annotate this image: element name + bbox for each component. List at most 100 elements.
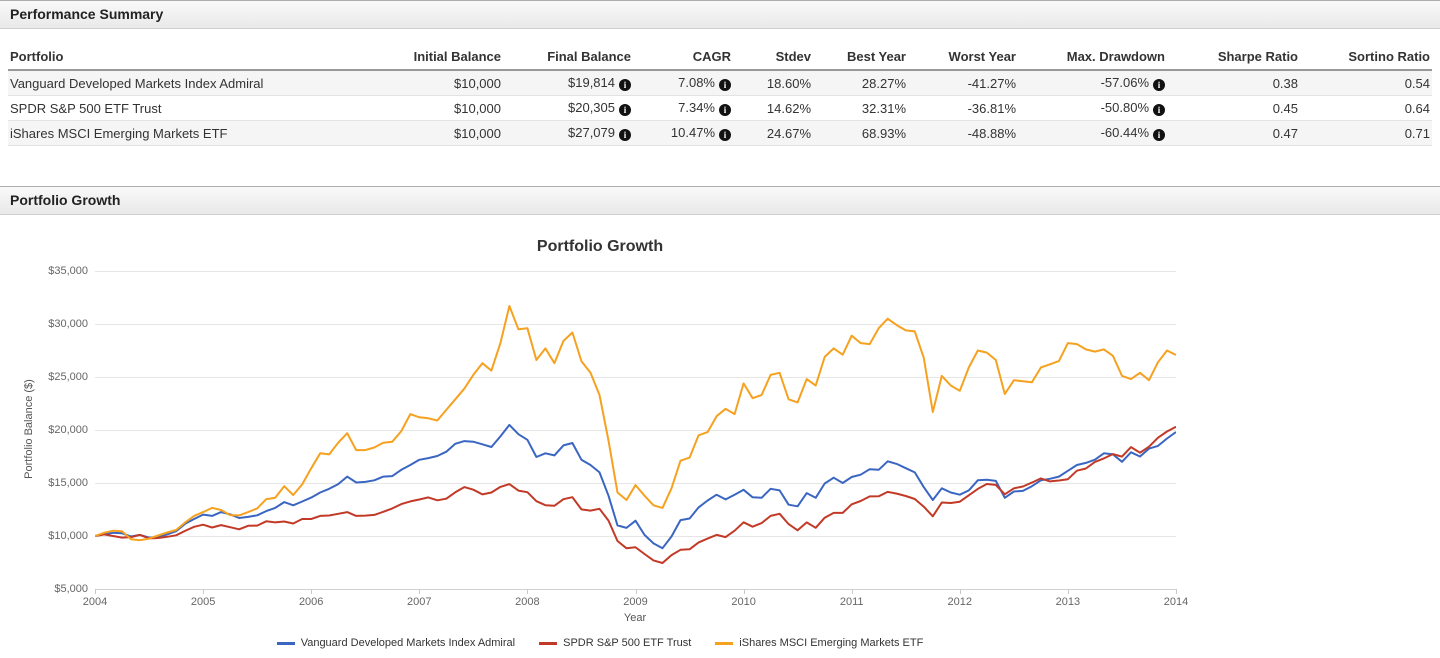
cagr-cell: 10.47% i — [633, 120, 733, 146]
x-tick-mark — [1176, 589, 1177, 594]
x-axis-title: Year — [623, 612, 647, 624]
gridline — [95, 430, 1176, 431]
worst-year-cell: -41.27% — [908, 70, 1018, 96]
y-tick-label: $25,000 — [48, 371, 88, 383]
portfolio-growth-chart: Portfolio Growth Portfolio Balance ($) $… — [0, 225, 1440, 658]
x-tick-mark — [203, 589, 205, 594]
legend-swatch — [539, 641, 558, 645]
info-icon[interactable]: i — [619, 129, 631, 141]
worst-year-cell: -36.81% — [908, 95, 1018, 121]
stdev-cell: 18.60% — [733, 70, 813, 96]
col-header-stdev: Stdev — [733, 44, 813, 71]
best-year-cell: 32.31% — [813, 95, 908, 121]
col-header-sortino-ratio: Sortino Ratio — [1300, 44, 1432, 71]
final-balance-cell: $27,079 i — [503, 120, 633, 146]
x-tick-mark — [95, 589, 96, 594]
y-tick-label: $30,000 — [48, 318, 88, 330]
legend-item[interactable]: Vanguard Developed Markets Index Admiral — [276, 637, 516, 649]
chart-legend: Vanguard Developed Markets Index Admiral… — [20, 637, 1180, 649]
y-tick-label: $15,000 — [48, 477, 88, 489]
info-icon[interactable]: i — [1153, 104, 1165, 116]
x-tick-mark — [635, 589, 637, 594]
max-drawdown-cell: -50.80% i — [1018, 95, 1167, 121]
col-header-sharpe-ratio: Sharpe Ratio — [1167, 44, 1300, 71]
gridline — [95, 377, 1176, 378]
sharpe-ratio-cell: 0.47 — [1167, 120, 1300, 146]
x-tick-label: 2007 — [407, 596, 432, 608]
series-line-vanguard-developed-markets-index-admiral[interactable] — [95, 423, 1176, 550]
portfolio-name-cell: iShares MSCI Emerging Markets ETF — [8, 120, 378, 146]
final-balance-cell: $19,814 i — [503, 70, 633, 96]
portfolio-growth-header: Portfolio Growth — [0, 186, 1440, 215]
legend-label: SPDR S&P 500 ETF Trust — [563, 637, 692, 649]
info-icon[interactable]: i — [719, 129, 731, 141]
table-row: SPDR S&P 500 ETF Trust $10,000 $20,305 i … — [8, 95, 1432, 121]
sortino-ratio-cell: 0.64 — [1300, 95, 1432, 121]
worst-year-cell: -48.88% — [908, 120, 1018, 146]
col-header-portfolio: Portfolio — [8, 44, 378, 71]
x-tick-label: 2004 — [82, 596, 108, 608]
legend-swatch — [276, 641, 295, 645]
performance-summary-header: Performance Summary — [0, 0, 1440, 29]
col-header-max-drawdown: Max. Drawdown — [1018, 44, 1167, 71]
info-icon[interactable]: i — [719, 104, 731, 116]
cagr-cell: 7.34% i — [633, 95, 733, 121]
gridline — [95, 483, 1176, 484]
max-drawdown-cell: -57.06% i — [1018, 70, 1167, 96]
col-header-cagr: CAGR — [633, 44, 733, 71]
y-tick-label: $10,000 — [48, 530, 88, 542]
info-icon[interactable]: i — [1153, 129, 1165, 141]
x-tick-mark — [959, 589, 961, 594]
y-tick-label: $5,000 — [54, 583, 88, 595]
legend-item[interactable]: SPDR S&P 500 ETF Trust — [539, 637, 691, 649]
legend-label: Vanguard Developed Markets Index Admiral — [300, 637, 516, 649]
initial-balance-cell: $10,000 — [378, 95, 503, 121]
performance-table-body: Vanguard Developed Markets Index Admiral… — [8, 70, 1432, 146]
best-year-cell: 28.27% — [813, 70, 908, 96]
table-row: Vanguard Developed Markets Index Admiral… — [8, 70, 1432, 96]
x-tick-label: 2005 — [190, 596, 216, 608]
x-tick-label: 2010 — [731, 596, 756, 608]
x-tick-mark — [527, 589, 529, 594]
gridline — [95, 271, 1176, 272]
stdev-cell: 14.62% — [733, 95, 813, 121]
y-tick-label: $20,000 — [48, 424, 88, 436]
legend-item[interactable]: iShares MSCI Emerging Markets ETF — [715, 637, 923, 649]
sharpe-ratio-cell: 0.45 — [1167, 95, 1300, 121]
info-icon[interactable]: i — [619, 104, 631, 116]
x-tick-mark — [1067, 589, 1069, 594]
sortino-ratio-cell: 0.71 — [1300, 120, 1432, 146]
gridline — [95, 536, 1176, 537]
portfolio-name-cell: Vanguard Developed Markets Index Admiral — [8, 70, 378, 96]
col-header-final-balance: Final Balance — [503, 44, 633, 71]
info-icon[interactable]: i — [619, 79, 631, 91]
performance-table: Portfolio Initial Balance Final Balance … — [8, 44, 1432, 146]
stdev-cell: 24.67% — [733, 120, 813, 146]
series-line-spdr-s-p-500-etf-trust[interactable] — [95, 425, 1176, 564]
initial-balance-cell: $10,000 — [378, 120, 503, 146]
x-tick-mark — [743, 589, 745, 594]
x-tick-label: 2011 — [839, 596, 864, 608]
sharpe-ratio-cell: 0.38 — [1167, 70, 1300, 96]
info-icon[interactable]: i — [719, 79, 731, 91]
gridline — [95, 324, 1176, 325]
x-tick-label: 2013 — [1055, 596, 1081, 608]
x-tick-label: 2014 — [1163, 596, 1189, 608]
y-tick-label: $35,000 — [48, 265, 88, 277]
table-header-row: Portfolio Initial Balance Final Balance … — [8, 44, 1432, 71]
cagr-cell: 7.08% i — [633, 70, 733, 96]
info-icon[interactable]: i — [1153, 79, 1165, 91]
legend-label: iShares MSCI Emerging Markets ETF — [739, 637, 924, 649]
col-header-best-year: Best Year — [813, 44, 908, 71]
plot-area[interactable] — [95, 271, 1176, 589]
x-tick-mark — [851, 589, 853, 594]
series-line-ishares-msci-emerging-markets-etf[interactable] — [95, 305, 1176, 542]
initial-balance-cell: $10,000 — [378, 70, 503, 96]
x-tick-label: 2012 — [947, 596, 973, 608]
x-tick-mark — [311, 589, 313, 594]
x-tick-label: 2008 — [515, 596, 540, 608]
portfolio-name-cell: SPDR S&P 500 ETF Trust — [8, 95, 378, 121]
legend-swatch — [715, 641, 734, 645]
x-tick-label: 2009 — [623, 596, 648, 608]
final-balance-cell: $20,305 i — [503, 95, 633, 121]
